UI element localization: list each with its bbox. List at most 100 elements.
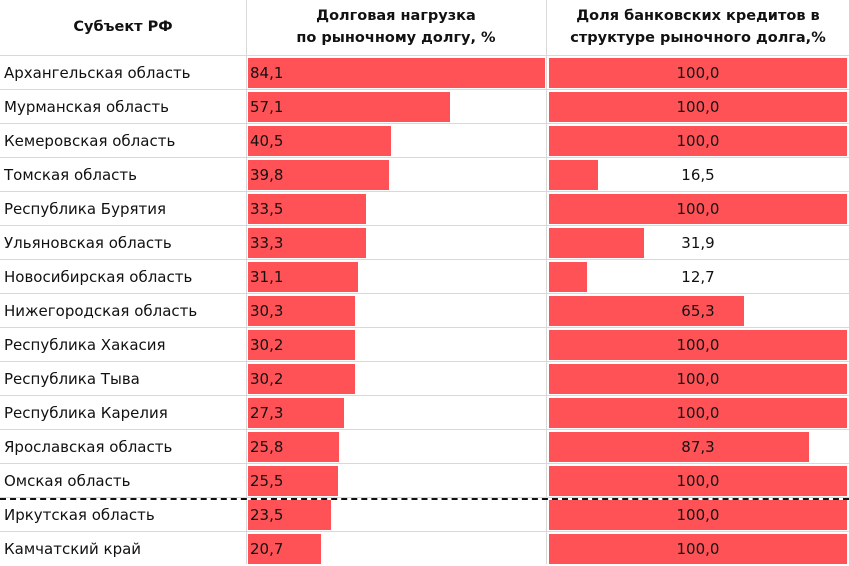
debt-value: 25,8 [250, 438, 284, 456]
row-divider [0, 293, 849, 294]
header-bank-share: Доля банковских кредитов в структуре рын… [570, 8, 826, 46]
row-divider [0, 191, 849, 192]
debt-bar [248, 160, 389, 190]
region-name: Ульяновская область [4, 234, 172, 252]
debt-value: 25,5 [250, 472, 284, 490]
row-divider [0, 361, 849, 362]
bank-share-value: 100,0 [676, 132, 720, 150]
bank-share-bar [549, 364, 847, 394]
row-divider [0, 89, 849, 90]
table-row: Иркутская область 23,5 100,0 [0, 498, 849, 532]
bank-share-bar [549, 500, 847, 530]
debt-value: 57,1 [250, 98, 284, 116]
bank-share-value: 100,0 [676, 506, 720, 524]
bank-share-bar [549, 296, 744, 326]
debt-value: 84,1 [250, 64, 284, 82]
header-debt-load: Долговая нагрузка по рыночному долгу, % [296, 8, 496, 46]
table-row: Республика Тыва 30,2 100,0 [0, 362, 849, 396]
region-name: Республика Хакасия [4, 336, 166, 354]
debt-bar [248, 262, 358, 292]
table-row: Ярославская область 25,8 87,3 [0, 430, 849, 464]
debt-bar [248, 534, 322, 564]
bank-share-bar [549, 92, 847, 122]
bank-share-bar [549, 160, 599, 190]
debt-value: 30,2 [250, 336, 284, 354]
bank-share-value: 31,9 [681, 234, 715, 252]
dashed-separator [0, 498, 849, 500]
debt-bar [248, 364, 355, 394]
region-name: Нижегородская область [4, 302, 198, 320]
debt-value: 31,1 [250, 268, 284, 286]
bank-share-value: 100,0 [676, 98, 720, 116]
bank-share-value: 100,0 [676, 336, 720, 354]
region-name: Архангельская область [4, 64, 191, 82]
debt-bar [248, 500, 331, 530]
debt-bar [248, 126, 391, 156]
region-name: Новосибирская область [4, 268, 193, 286]
debt-value: 39,8 [250, 166, 284, 184]
debt-bar [248, 330, 355, 360]
row-divider [0, 395, 849, 396]
table-row: Ульяновская область 33,3 31,9 [0, 226, 849, 260]
bank-share-bar [549, 228, 645, 258]
row-divider [0, 429, 849, 430]
debt-bar [248, 398, 345, 428]
bank-share-value: 100,0 [676, 404, 720, 422]
row-divider [0, 55, 849, 56]
bank-share-value: 12,7 [681, 268, 715, 286]
debt-value: 33,3 [250, 234, 284, 252]
table-row: Омская область 25,5 100,0 [0, 464, 849, 498]
bank-share-value: 87,3 [681, 438, 715, 456]
header-region: Субъект РФ [73, 19, 173, 35]
debt-value: 23,5 [250, 506, 284, 524]
bank-share-bar [549, 58, 847, 88]
bank-share-bar [549, 398, 847, 428]
debt-value: 20,7 [250, 540, 284, 558]
column-divider [546, 0, 547, 564]
bank-share-bar [549, 194, 847, 224]
debt-bar [248, 466, 339, 496]
bank-share-value: 65,3 [681, 302, 715, 320]
row-divider [0, 531, 849, 532]
debt-bar [248, 296, 355, 326]
table-row: Камчатский край 20,7 100,0 [0, 532, 849, 566]
row-divider [0, 225, 849, 226]
debt-value: 27,3 [250, 404, 284, 422]
bank-share-value: 100,0 [676, 64, 720, 82]
debt-bar [248, 92, 450, 122]
table-row: Республика Бурятия 33,5 100,0 [0, 192, 849, 226]
region-name: Мурманская область [4, 98, 169, 116]
bank-share-bar [549, 330, 847, 360]
row-divider [0, 463, 849, 464]
debt-value: 33,5 [250, 200, 284, 218]
bank-share-value: 100,0 [676, 200, 720, 218]
debt-value: 40,5 [250, 132, 284, 150]
table-row: Нижегородская область 30,3 65,3 [0, 294, 849, 328]
bank-share-bar [549, 466, 847, 496]
table-row: Мурманская область 57,1 100,0 [0, 90, 849, 124]
region-name: Омская область [4, 472, 131, 490]
debt-bar [248, 194, 367, 224]
table-row: Республика Хакасия 30,2 100,0 [0, 328, 849, 362]
table-row: Республика Карелия 27,3 100,0 [0, 396, 849, 430]
row-divider [0, 497, 849, 498]
table-row: Архангельская область 84,1 100,0 [0, 56, 849, 90]
region-name: Республика Карелия [4, 404, 168, 422]
bank-share-bar [549, 432, 810, 462]
region-name: Республика Тыва [4, 370, 140, 388]
bank-share-bar [549, 262, 587, 292]
table-row: Новосибирская область 31,1 12,7 [0, 260, 849, 294]
table-row: Томская область 39,8 16,5 [0, 158, 849, 192]
row-divider [0, 123, 849, 124]
table-row: Кемеровская область 40,5 100,0 [0, 124, 849, 158]
debt-value: 30,2 [250, 370, 284, 388]
row-divider [0, 259, 849, 260]
bank-share-bar [549, 534, 847, 564]
region-name: Кемеровская область [4, 132, 176, 150]
bank-share-value: 16,5 [681, 166, 715, 184]
debt-bar [248, 228, 366, 258]
region-name: Камчатский край [4, 540, 142, 558]
bank-share-value: 100,0 [676, 540, 720, 558]
region-name: Томская область [4, 166, 137, 184]
